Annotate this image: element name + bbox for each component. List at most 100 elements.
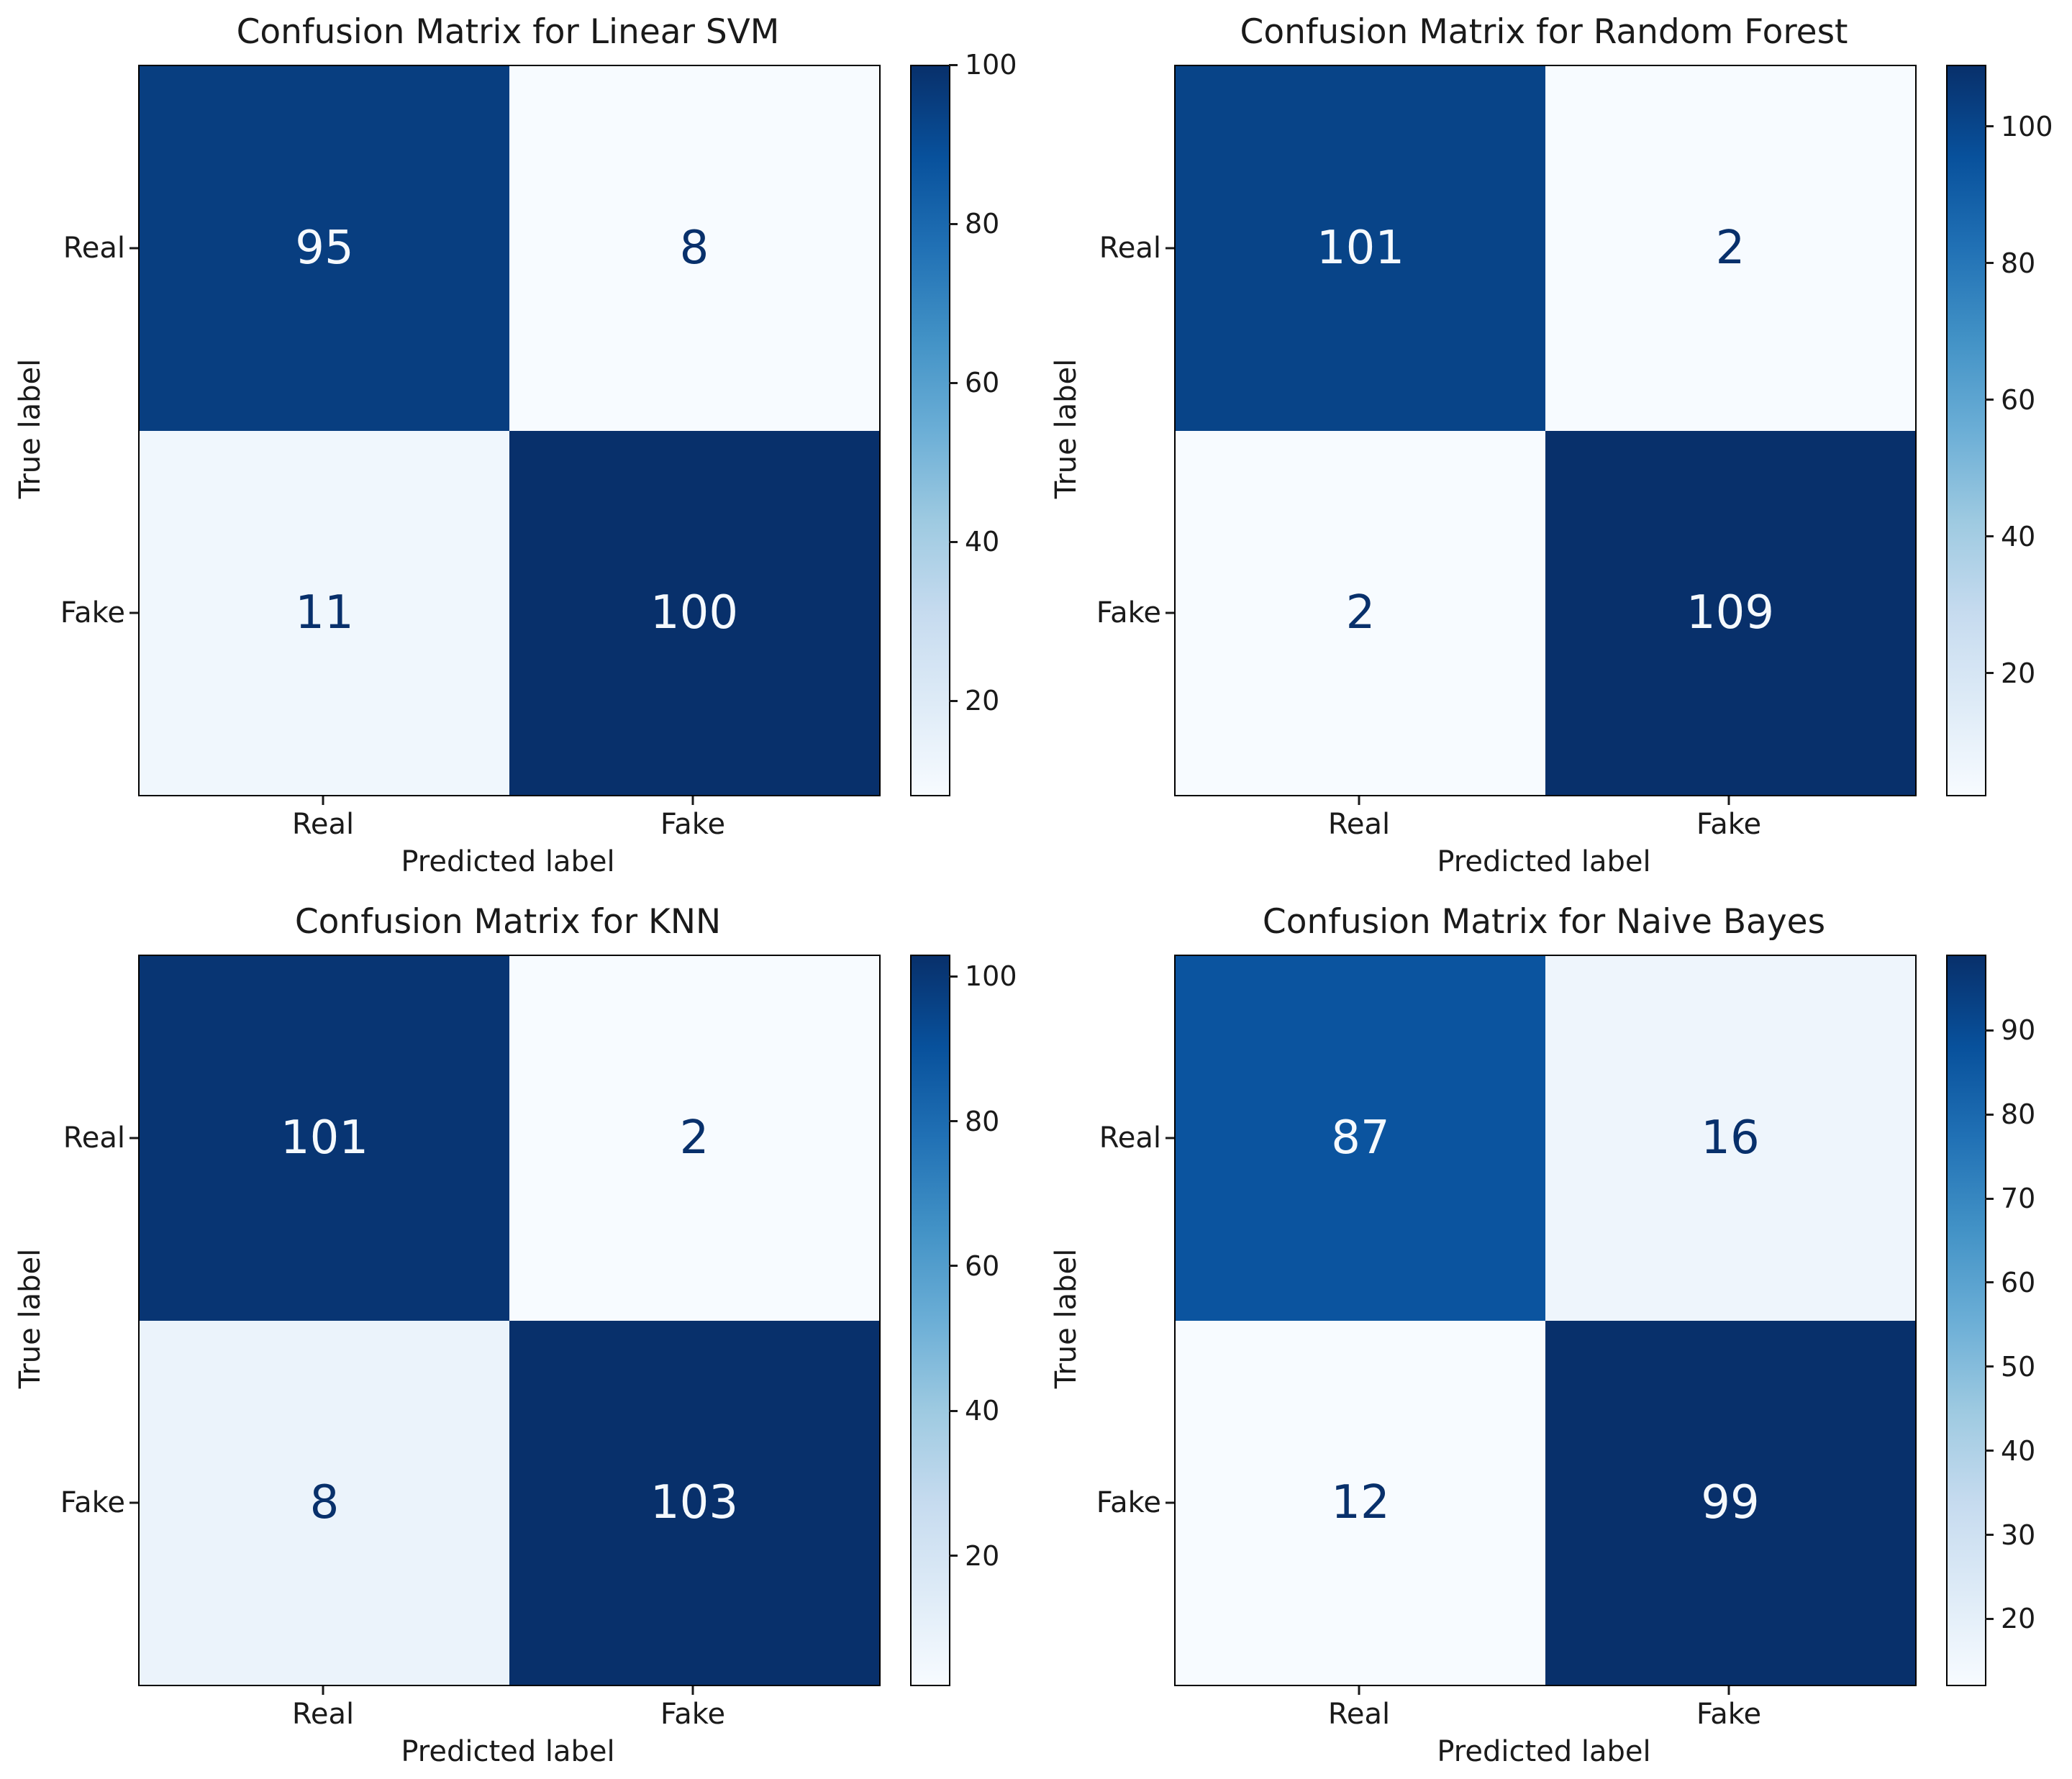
- panel-random-forest: Confusion Matrix for Random Forest True …: [1036, 0, 2072, 889]
- confusion-matrix: 87 16 12 99: [1174, 955, 1917, 1686]
- colorbar-tick-label: 80: [2001, 1098, 2036, 1131]
- colorbar-tick: 100: [1985, 112, 2053, 141]
- colorbar-tick-label: 100: [965, 49, 1017, 81]
- colorbar-tick: 90: [1985, 1016, 2035, 1045]
- x-tick-mark: [322, 796, 324, 805]
- colorbar-tick-label: 30: [2001, 1519, 2036, 1551]
- x-tick-label-real: Real: [291, 1698, 355, 1731]
- matrix-cell-true-fake-pred-fake: 109: [1545, 430, 1915, 795]
- colorbar-tick-mark: [1985, 262, 1994, 265]
- x-tick-mark: [1727, 796, 1730, 805]
- colorbar-tick: 40: [949, 1396, 999, 1425]
- colorbar-tick: 70: [1985, 1184, 2035, 1213]
- x-tick-label-fake: Fake: [1696, 1698, 1762, 1731]
- colorbar-ticks: 20 40 60 80 100: [949, 51, 1042, 796]
- chart-title: Confusion Matrix for KNN: [294, 902, 722, 942]
- colorbar-tick-mark: [1985, 535, 1994, 538]
- colorbar-tick-label: 40: [2001, 1434, 2036, 1467]
- y-tick-mark: [1166, 611, 1174, 614]
- colorbar-tick: 20: [949, 1542, 999, 1570]
- colorbar-tick: 40: [949, 527, 999, 556]
- x-tick-label-fake: Fake: [660, 808, 726, 841]
- x-axis-label: Predicted label: [1437, 845, 1651, 878]
- colorbar-ticks: 20 40 60 80 100: [1985, 65, 2072, 796]
- x-tick-mark: [1358, 796, 1360, 805]
- x-tick-mark: [322, 1686, 324, 1695]
- colorbar-gradient: [1948, 956, 1985, 1685]
- matrix-cell-true-fake-pred-fake: 99: [1545, 1320, 1915, 1685]
- colorbar-tick-mark: [949, 222, 958, 225]
- panel-knn: Confusion Matrix for KNN True label Real…: [0, 890, 1036, 1779]
- matrix-cell-true-fake-pred-fake: 103: [509, 1320, 879, 1685]
- x-tick-mark: [1358, 1686, 1360, 1695]
- colorbar-tick-mark: [1985, 1113, 1994, 1116]
- colorbar-gradient: [912, 956, 949, 1685]
- colorbar-tick: 80: [1985, 249, 2035, 278]
- colorbar: [1946, 65, 1986, 796]
- y-axis-label: True label: [14, 358, 47, 499]
- colorbar-tick-mark: [1985, 1281, 1994, 1284]
- x-tick-label-fake: Fake: [660, 1698, 726, 1731]
- colorbar-ticks: 20 40 60 80 100: [949, 955, 1042, 1686]
- matrix-cell-true-real-pred-real: 87: [1176, 956, 1545, 1321]
- colorbar-tick-label: 40: [2001, 520, 2036, 552]
- colorbar-tick-mark: [949, 381, 958, 384]
- matrix-cell-true-real-pred-fake: 8: [509, 66, 879, 431]
- colorbar-tick: 80: [1985, 1100, 2035, 1129]
- x-tick-mark: [691, 1686, 694, 1695]
- colorbar-tick-label: 20: [965, 685, 1000, 717]
- colorbar-tick-mark: [949, 540, 958, 543]
- colorbar-tick-mark: [1985, 1617, 1994, 1620]
- colorbar-tick-mark: [949, 1409, 958, 1412]
- x-tick-label-real: Real: [1327, 1698, 1391, 1731]
- y-axis-label: True label: [1050, 1248, 1083, 1389]
- y-tick-mark: [1166, 247, 1174, 250]
- colorbar-tick-label: 40: [965, 1395, 1000, 1427]
- colorbar-tick-mark: [1985, 1197, 1994, 1200]
- colorbar-tick-mark: [949, 63, 958, 66]
- colorbar: [910, 65, 950, 796]
- colorbar-tick-mark: [949, 975, 958, 978]
- colorbar-tick: 30: [1985, 1521, 2035, 1550]
- colorbar-tick-label: 90: [2001, 1014, 2036, 1047]
- colorbar-tick: 100: [949, 962, 1017, 991]
- colorbar-tick-label: 20: [2001, 657, 2036, 689]
- y-tick-mark: [1166, 1501, 1174, 1504]
- colorbar-tick-mark: [1985, 672, 1994, 675]
- colorbar-tick-mark: [1985, 1450, 1994, 1452]
- colorbar-tick: 20: [949, 686, 999, 715]
- colorbar-tick-label: 60: [965, 1250, 1000, 1282]
- colorbar-tick-label: 20: [2001, 1603, 2036, 1635]
- colorbar-tick-label: 100: [965, 960, 1017, 993]
- colorbar-tick-label: 60: [2001, 1266, 2036, 1298]
- y-tick-label-fake: Fake: [1096, 1486, 1161, 1519]
- colorbar-tick: 60: [1985, 1268, 2035, 1297]
- colorbar-tick: 60: [949, 1252, 999, 1280]
- x-tick-mark: [691, 796, 694, 805]
- matrix-cell-true-fake-pred-real: 11: [140, 430, 509, 795]
- confusion-matrix: 95 8 11 100: [138, 65, 881, 796]
- colorbar-tick-label: 80: [965, 1105, 1000, 1137]
- colorbar-tick: 50: [1985, 1352, 2035, 1381]
- x-tick-label-fake: Fake: [1696, 808, 1762, 841]
- x-tick-mark: [1727, 1686, 1730, 1695]
- y-tick-mark: [130, 247, 138, 250]
- colorbar-tick-mark: [1985, 125, 1994, 128]
- panel-linear-svm: Confusion Matrix for Linear SVM True lab…: [0, 0, 1036, 889]
- y-tick-label-real: Real: [1099, 1121, 1161, 1155]
- y-axis-label: True label: [1050, 358, 1083, 499]
- colorbar: [910, 955, 950, 1686]
- colorbar-tick: 100: [949, 50, 1017, 79]
- y-tick-mark: [1166, 1137, 1174, 1139]
- matrix-cell-true-fake-pred-fake: 100: [509, 430, 879, 795]
- y-tick-label-real: Real: [63, 1121, 125, 1155]
- chart-title: Confusion Matrix for Random Forest: [1240, 12, 1848, 52]
- colorbar-gradient: [912, 66, 949, 795]
- colorbar-tick: 40: [1985, 1437, 2035, 1465]
- colorbar-tick-label: 20: [965, 1539, 1000, 1572]
- colorbar-tick-mark: [949, 1265, 958, 1268]
- colorbar-tick-mark: [949, 699, 958, 702]
- colorbar-tick-label: 60: [2001, 383, 2036, 416]
- matrix-cell-true-fake-pred-real: 8: [140, 1320, 509, 1685]
- confusion-matrix: 101 2 8 103: [138, 955, 881, 1686]
